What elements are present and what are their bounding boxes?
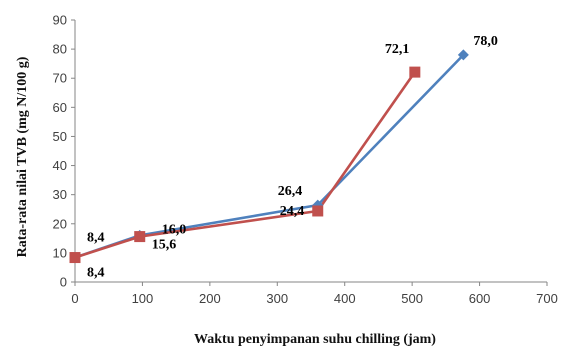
x-tick-label: 0 xyxy=(71,291,78,306)
data-labels: 8,4 16,0 26,4 78,0 8,4 15,6 24,4 72,1 xyxy=(87,34,498,281)
y-tick-label: 40 xyxy=(53,158,67,173)
series-2-line xyxy=(74,71,416,259)
x-tick-label: 200 xyxy=(199,291,221,306)
y-tick-label: 80 xyxy=(53,42,67,57)
data-label: 78,0 xyxy=(473,34,498,49)
x-tick-label: 700 xyxy=(536,291,558,306)
x-tick-label: 100 xyxy=(132,291,154,306)
series-1-diamond-marker xyxy=(457,49,469,61)
data-label: 16,0 xyxy=(162,222,187,237)
data-label: 8,4 xyxy=(87,231,105,246)
y-tick-label: 10 xyxy=(53,245,67,260)
data-label: 24,4 xyxy=(280,204,305,219)
series-markers xyxy=(69,49,469,264)
data-label: 8,4 xyxy=(87,266,105,281)
x-tick-label: 600 xyxy=(469,291,491,306)
y-tick-label: 0 xyxy=(60,275,67,290)
y-tick-label: 30 xyxy=(53,187,67,202)
data-label: 26,4 xyxy=(278,184,303,199)
x-tick-label: 400 xyxy=(334,291,356,306)
series-2-square-marker xyxy=(69,252,81,264)
data-label: 72,1 xyxy=(385,42,410,57)
series-2-square-marker xyxy=(312,205,324,217)
x-axis-title: Waktu penyimpanan suhu chilling (jam) xyxy=(194,332,436,347)
y-tick-label: 90 xyxy=(53,13,67,28)
series-2-square-marker xyxy=(409,66,421,78)
x-axis-ticks: 0 100 200 300 400 500 600 700 xyxy=(71,282,558,306)
data-label: 15,6 xyxy=(152,238,177,253)
series-2-square-marker xyxy=(134,231,146,243)
y-axis-ticks: 0 10 20 30 40 50 60 70 80 90 xyxy=(53,13,75,290)
x-tick-label: 500 xyxy=(401,291,423,306)
y-tick-label: 20 xyxy=(53,216,67,231)
y-tick-label: 70 xyxy=(53,71,67,86)
y-tick-label: 60 xyxy=(53,100,67,115)
axes xyxy=(74,20,547,283)
series-lines xyxy=(74,53,465,259)
y-tick-label: 50 xyxy=(53,129,67,144)
y-axis-title: Rata-rata nilai TVB (mg N/100 g) xyxy=(15,56,30,257)
x-tick-label: 300 xyxy=(266,291,288,306)
